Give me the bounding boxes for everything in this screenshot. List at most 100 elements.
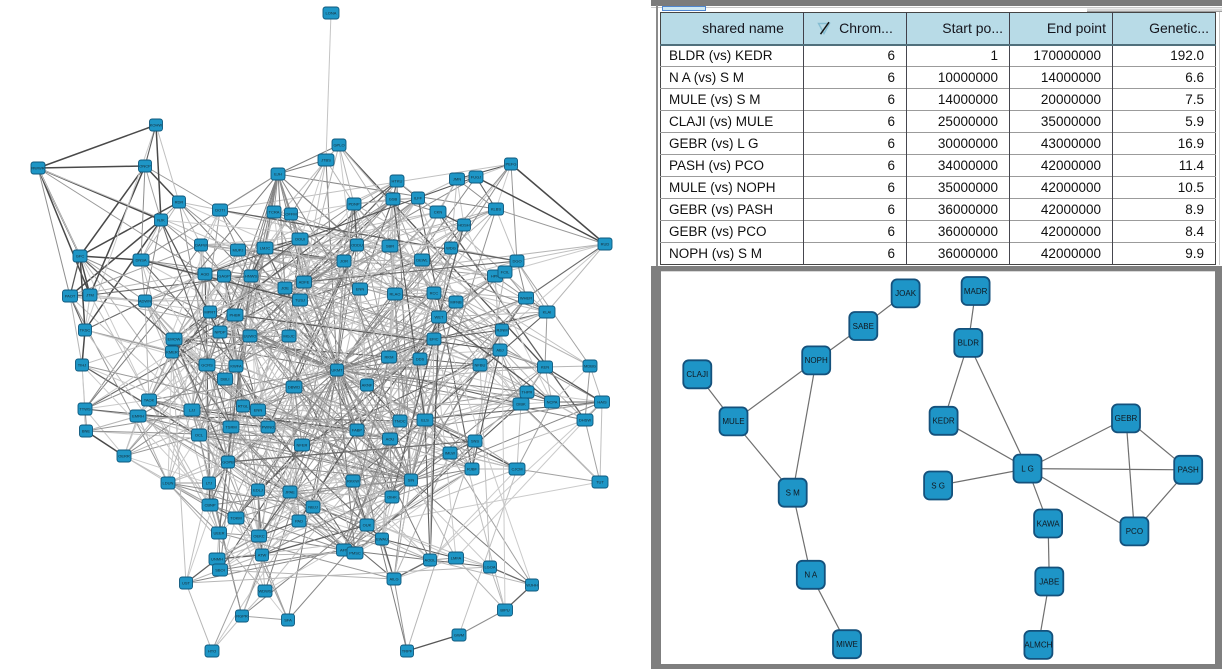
svg-text:TNOC: TNOC xyxy=(394,419,405,424)
svg-text:AODL: AODL xyxy=(425,558,437,563)
svg-text:GOPB: GOPB xyxy=(222,460,234,465)
svg-text:AKNF: AKNF xyxy=(362,383,373,388)
svg-text:WET: WET xyxy=(435,315,444,320)
svg-text:DAFW: DAFW xyxy=(195,243,207,248)
svg-text:TRPF: TRPF xyxy=(402,649,413,654)
svg-text:GPLO: GPLO xyxy=(333,143,344,148)
svg-text:OIHK: OIHK xyxy=(387,495,397,500)
svg-text:HDSH: HDSH xyxy=(458,223,469,228)
svg-text:LMJC: LMJC xyxy=(260,246,271,251)
svg-text:ADWN: ADWN xyxy=(139,299,151,304)
svg-text:ELS: ELS xyxy=(421,418,429,423)
svg-text:KEDR: KEDR xyxy=(932,417,954,426)
svg-text:JTBS: JTBS xyxy=(321,158,331,163)
svg-text:GCRS: GCRS xyxy=(201,363,213,368)
svg-text:ADFE: ADFE xyxy=(299,280,310,285)
svg-text:MULE: MULE xyxy=(722,417,744,426)
svg-text:AFN: AFN xyxy=(340,548,348,553)
svg-text:WDG: WDG xyxy=(446,246,456,251)
svg-text:WHER: WHER xyxy=(520,296,532,301)
svg-text:PWNO: PWNO xyxy=(262,425,274,430)
svg-text:RJBF: RJBF xyxy=(467,467,478,472)
svg-text:MIWE: MIWE xyxy=(836,640,858,649)
svg-text:L G: L G xyxy=(1021,464,1034,473)
svg-text:ODDU: ODDU xyxy=(351,243,363,248)
svg-text:RCC: RCC xyxy=(430,291,439,296)
svg-text:SNS: SNS xyxy=(471,439,480,444)
svg-text:EMRH: EMRH xyxy=(132,414,144,419)
svg-text:DHSW: DHSW xyxy=(579,418,591,423)
svg-text:RKM: RKM xyxy=(385,355,394,360)
svg-text:WJHH: WJHH xyxy=(526,583,538,588)
svg-text:FUGJ: FUGJ xyxy=(471,175,481,180)
svg-text:CBNP: CBNP xyxy=(204,503,215,508)
svg-text:NFER: NFER xyxy=(297,443,308,448)
svg-text:KWFA: KWFA xyxy=(230,364,242,369)
svg-text:PEFG: PEFG xyxy=(506,162,517,167)
svg-text:KMER: KMER xyxy=(166,350,178,355)
svg-text:KOHW: KOHW xyxy=(150,123,163,128)
svg-text:RWWR: RWWR xyxy=(31,166,44,171)
svg-text:EJH: EJH xyxy=(274,172,282,177)
svg-text:GFC: GFC xyxy=(76,254,85,259)
svg-text:TOKM: TOKM xyxy=(230,516,241,521)
svg-text:JOE: JOE xyxy=(281,286,289,291)
svg-text:KEN: KEN xyxy=(541,365,549,370)
svg-text:SIN: SIN xyxy=(408,478,415,483)
svg-text:CKN: CKN xyxy=(434,210,443,215)
svg-text:NBJJ: NBJJ xyxy=(308,505,318,510)
svg-text:EFIC: EFIC xyxy=(429,337,438,342)
svg-text:NOPH: NOPH xyxy=(805,356,828,365)
svg-text:TIHJ: TIHJ xyxy=(78,363,86,368)
svg-text:KLAI: KLAI xyxy=(543,310,552,315)
svg-text:EDLJ: EDLJ xyxy=(253,488,263,493)
svg-text:OEKC: OEKC xyxy=(253,534,264,539)
svg-text:OCL: OCL xyxy=(195,433,204,438)
svg-text:RJNM: RJNM xyxy=(496,328,507,333)
svg-text:UUWO: UUWO xyxy=(244,334,257,339)
svg-text:LTJ: LTJ xyxy=(206,481,212,486)
svg-text:DBLI: DBLI xyxy=(221,377,230,382)
svg-text:WDWS: WDWS xyxy=(258,589,271,594)
svg-text:THPR: THPR xyxy=(522,390,533,395)
svg-text:OOUI: OOUI xyxy=(295,237,305,242)
svg-text:AGD: AGD xyxy=(201,272,210,277)
svg-text:AILG: AILG xyxy=(389,577,398,582)
svg-text:ABJ: ABJ xyxy=(496,348,503,353)
svg-text:EMOW: EMOW xyxy=(168,337,181,342)
svg-text:UST: UST xyxy=(182,581,191,586)
svg-text:MDBG: MDBG xyxy=(584,364,596,369)
svg-text:SBOI: SBOI xyxy=(215,568,225,573)
svg-text:PAD: PAD xyxy=(295,519,303,524)
svg-text:RUD: RUD xyxy=(601,242,610,247)
svg-text:RTGL: RTGL xyxy=(238,404,249,409)
svg-text:PASH: PASH xyxy=(1178,466,1199,475)
svg-text:JOR: JOR xyxy=(340,259,348,264)
svg-text:HTO: HTO xyxy=(208,649,216,654)
svg-text:TKSC: TKSC xyxy=(80,328,91,333)
svg-text:LGOA: LGOA xyxy=(484,565,495,570)
svg-text:BNE: BNE xyxy=(82,429,91,434)
svg-text:DNSA: DNSA xyxy=(135,258,146,263)
svg-text:PHBR: PHBR xyxy=(229,313,240,318)
svg-text:TTWS: TTWS xyxy=(79,407,91,412)
svg-text:RDR: RDR xyxy=(175,200,184,205)
svg-text:NJK: NJK xyxy=(157,218,165,223)
svg-text:MFNB: MFNB xyxy=(450,300,462,305)
svg-text:ALMCH: ALMCH xyxy=(1024,641,1052,650)
svg-text:PDNP: PDNP xyxy=(348,202,359,207)
svg-text:MADR: MADR xyxy=(964,287,988,296)
svg-text:GWM: GWM xyxy=(454,633,464,638)
svg-text:TSRM: TSRM xyxy=(225,425,236,430)
svg-text:S G: S G xyxy=(931,481,945,490)
svg-text:PCO: PCO xyxy=(1126,527,1143,536)
svg-text:DOTI: DOTI xyxy=(215,208,225,213)
svg-text:CJCM: CJCM xyxy=(511,467,522,472)
svg-text:LMFA: LMFA xyxy=(451,556,462,561)
svg-text:DBWD: DBWD xyxy=(288,385,300,390)
svg-text:OFFM: OFFM xyxy=(285,212,296,217)
svg-text:ATW: ATW xyxy=(258,553,267,558)
svg-text:SABE: SABE xyxy=(853,322,874,331)
svg-text:MUPJ: MUPJ xyxy=(233,248,244,253)
svg-text:TUT: TUT xyxy=(596,480,604,485)
